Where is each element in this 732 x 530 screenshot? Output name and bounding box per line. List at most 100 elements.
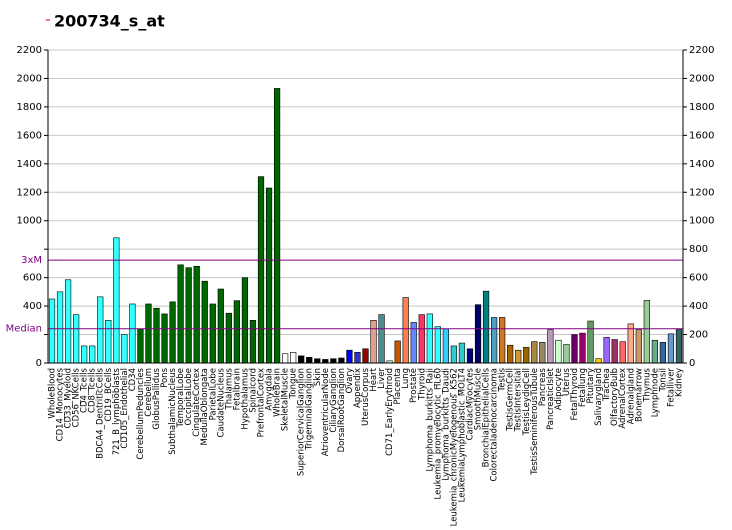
bar — [161, 313, 168, 364]
x-tick-label: Cerebellum — [144, 368, 154, 417]
bar — [225, 312, 232, 364]
x-tick-label: Tongue — [289, 368, 299, 399]
bar — [635, 329, 642, 364]
x-tick-label: CD33_Myeloid — [64, 368, 74, 428]
y2-tick-label: 800 — [689, 244, 708, 255]
x-tick-label: Placenta — [393, 368, 403, 405]
bar — [547, 329, 554, 364]
x-tick-label: CD8_Tcells — [88, 367, 98, 413]
bar — [603, 337, 610, 364]
y2-tick-label: 400 — [689, 301, 708, 312]
x-tick-label: Amygdala — [265, 368, 275, 411]
x-tick-label: Spinalcord — [248, 368, 258, 413]
x-tick-label: Thalamus — [224, 367, 234, 410]
x-tick-label: PancreaticIslet — [546, 367, 556, 430]
bar — [48, 298, 56, 364]
x-tick-label: FetalThyroid — [570, 368, 580, 420]
x-tick-label: Thymus — [642, 367, 652, 402]
bar — [394, 340, 401, 364]
x-tick-label: LeukemiaLymphoblastic_MOLT4 — [457, 368, 467, 502]
x-tick-label: TestisSeminiferousTubule — [530, 368, 540, 476]
bar — [330, 358, 337, 364]
y2-tick-label: 1000 — [689, 216, 714, 227]
bar — [531, 341, 538, 364]
bar — [64, 279, 72, 364]
x-tick-label: BronchialEpithelialCells — [482, 367, 492, 467]
x-tick-label: Prostate — [409, 368, 419, 403]
bar — [105, 320, 112, 364]
x-tick-label: CD56_NKCells — [72, 367, 82, 427]
bar — [563, 344, 570, 364]
x-tick-label: TestisIntersitial — [514, 368, 524, 433]
bar — [209, 303, 216, 364]
x-tick-label: Leukemia_promyelocytic_HL60 — [433, 368, 443, 499]
x-tick-label: Lymphoma_burkitts_Daudi — [441, 368, 451, 481]
bar — [450, 345, 458, 364]
bar — [362, 348, 369, 364]
x-tick-label: ParietalLobe — [208, 368, 218, 420]
bar — [81, 345, 88, 364]
x-tick-label: Leukemia_chronicMyelogenous_K562 — [449, 368, 459, 526]
bar — [282, 353, 289, 364]
x-tick-label: CD19_BCells — [104, 367, 114, 421]
bar — [153, 307, 160, 364]
y2-tick-label: 1200 — [689, 187, 714, 198]
x-tick-label: Liver — [377, 368, 387, 389]
bar — [137, 328, 144, 364]
x-tick-label: TrigeminalGanglion — [305, 368, 315, 451]
bar — [571, 334, 578, 364]
bar — [474, 304, 482, 364]
y2-tick-label: 2200 — [689, 45, 714, 56]
bar — [89, 345, 96, 364]
bar — [298, 355, 305, 364]
bar — [651, 339, 658, 364]
bar — [490, 317, 498, 364]
bar — [434, 326, 441, 364]
bar — [56, 291, 64, 364]
x-tick-label: Fetalbrain — [232, 368, 242, 410]
bar — [643, 300, 650, 364]
x-tick-label: TemporalLobe — [176, 368, 186, 428]
bar — [611, 339, 618, 364]
bar — [442, 328, 449, 364]
bar — [595, 358, 602, 364]
bar — [458, 342, 466, 364]
bar — [507, 344, 514, 364]
x-tick-label: Kidney — [674, 368, 684, 397]
bar — [587, 320, 594, 364]
bar — [482, 290, 490, 364]
bar — [426, 313, 433, 364]
x-tick-label: Testis — [498, 367, 508, 392]
x-tick-label: Appendix — [353, 368, 363, 408]
bar — [73, 314, 80, 364]
chart-title: 200734_s_at — [54, 12, 165, 31]
x-tick-label: Skin — [313, 368, 323, 386]
bar — [627, 323, 634, 364]
x-tick-label: UterusCorpus — [361, 367, 371, 426]
y-tick-label: 0 — [36, 358, 42, 369]
bar — [579, 332, 586, 364]
x-tick-label: Lymphoma_burkitts_Raji — [425, 368, 435, 472]
x-tick-label: DorsalRootGanglion — [337, 368, 347, 452]
bar — [233, 300, 241, 364]
x-tick-label: Tonsil — [658, 368, 668, 393]
y-tick-label: 1200 — [17, 187, 42, 198]
x-tick-label: CD105_Endothelial — [120, 368, 130, 449]
x-tick-label: Fetallung — [578, 368, 588, 407]
y-tick-label: 1600 — [17, 130, 42, 141]
bar — [322, 359, 329, 364]
x-tick-label: Thyroid — [417, 368, 427, 401]
x-tick-label: SkeletalMuscle — [281, 368, 291, 431]
x-tick-label: Adipocyte — [554, 368, 564, 410]
bar — [499, 317, 506, 364]
y-tick-label: 1800 — [17, 102, 42, 113]
bar — [402, 297, 409, 364]
x-tick-label: CiliaryGanglion — [329, 368, 339, 433]
x-tick-label: Colorectaladenocarcinoma — [490, 368, 500, 482]
bar — [515, 349, 522, 364]
y-tick-label: 1400 — [17, 159, 42, 170]
y-tick-label: 600 — [23, 273, 42, 284]
x-tick-label: Hypothalamus — [240, 367, 250, 429]
bar — [201, 280, 208, 364]
x-tick-label: SuperiorCervicalGanglion — [297, 368, 307, 476]
